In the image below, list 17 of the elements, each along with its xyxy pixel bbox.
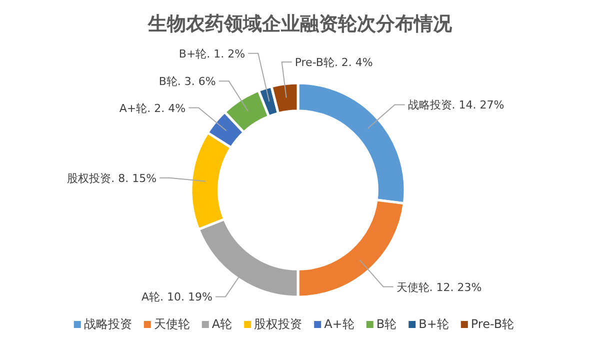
legend-label: A轮 <box>212 317 232 331</box>
legend-label: 天使轮 <box>154 317 190 331</box>
chart-title: 生物农药领域企业融资轮次分布情况 <box>147 13 453 35</box>
data-label: 股权投资. 8. 15% <box>67 172 157 185</box>
data-label: B轮. 3. 6% <box>158 75 216 88</box>
data-label: 天使轮. 12. 23% <box>396 280 482 294</box>
legend-label: B+轮 <box>418 317 449 331</box>
data-label: 战略投资. 14. 27% <box>408 98 504 112</box>
data-label: B+轮. 1. 2% <box>178 47 246 60</box>
legend-label: A+轮 <box>324 317 354 331</box>
legend-label: 战略投资 <box>84 317 132 331</box>
data-label: Pre-B轮. 2. 4% <box>294 56 373 70</box>
legend-label: Pre-B轮 <box>470 317 514 331</box>
legend-label: 股权投资 <box>254 317 302 331</box>
data-label: A轮. 10. 19% <box>142 290 212 304</box>
legend-label: B轮 <box>376 317 397 331</box>
data-label: A+轮. 2. 4% <box>119 102 186 115</box>
